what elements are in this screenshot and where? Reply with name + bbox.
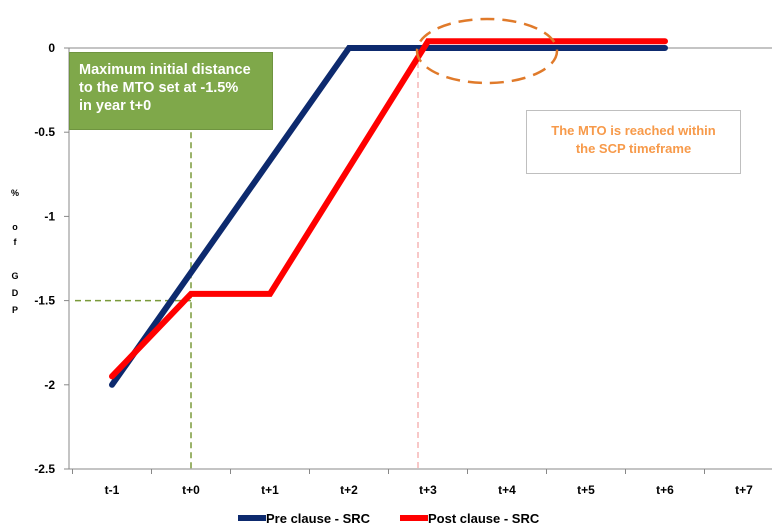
legend-label: Post clause - SRC (428, 511, 540, 524)
y-axis-label: % of GDP (11, 188, 19, 315)
y-tick-label: -2.5 (34, 462, 55, 476)
reference-lines (75, 52, 419, 469)
x-tick-label: t+2 (340, 483, 358, 497)
x-tick-label: t+0 (182, 483, 200, 497)
y-label-char: o (12, 222, 18, 232)
highlight-ellipse-shape (415, 17, 559, 85)
highlight-ellipse (415, 17, 559, 85)
x-tick-label: t+3 (419, 483, 437, 497)
y-label-char: P (12, 305, 18, 315)
x-tick-label: t+4 (498, 483, 516, 497)
x-axis-ticks: t-1 t+0 t+1 t+2 t+3 t+4 t+5 t+6 t+7 (72, 469, 753, 497)
y-tick-label: -2 (44, 378, 55, 392)
x-tick-label: t+7 (735, 483, 753, 497)
annotation-line: in year t+0 (79, 98, 152, 114)
y-label-char: G (11, 271, 18, 281)
annotation-mto-reached: The MTO is reached within the SCP timefr… (526, 110, 741, 174)
series-line (109, 45, 668, 388)
annotation-line: The MTO is reached within (551, 123, 716, 138)
y-tick-label: -1.5 (34, 294, 55, 308)
annotation-line: the SCP timeframe (575, 141, 692, 156)
y-tick-label: -1 (44, 209, 55, 223)
y-label-char: f (14, 237, 18, 247)
annotation-line: to the MTO set at -1.5% (79, 80, 239, 96)
y-tick-label: 0 (48, 41, 55, 55)
x-tick-label: t+5 (577, 483, 595, 497)
x-tick-label: t+1 (261, 483, 279, 497)
annotation-line: Maximum initial distance (79, 62, 251, 78)
legend-label: Pre clause - SRC (266, 511, 371, 524)
x-tick-label: t+6 (656, 483, 674, 497)
x-tick-label: t-1 (105, 483, 120, 497)
y-tick-label: -0.5 (34, 125, 55, 139)
y-label-char: % (11, 188, 19, 198)
y-axis-ticks: 0 -0.5 -1 -1.5 -2 -2.5 (34, 41, 69, 476)
y-label-char: D (12, 288, 19, 298)
annotation-max-distance: Maximum initial distance to the MTO set … (69, 52, 273, 130)
series-lines (109, 38, 668, 388)
legend: Pre clause - SRC Post clause - SRC (238, 511, 540, 524)
series-line (109, 38, 668, 380)
